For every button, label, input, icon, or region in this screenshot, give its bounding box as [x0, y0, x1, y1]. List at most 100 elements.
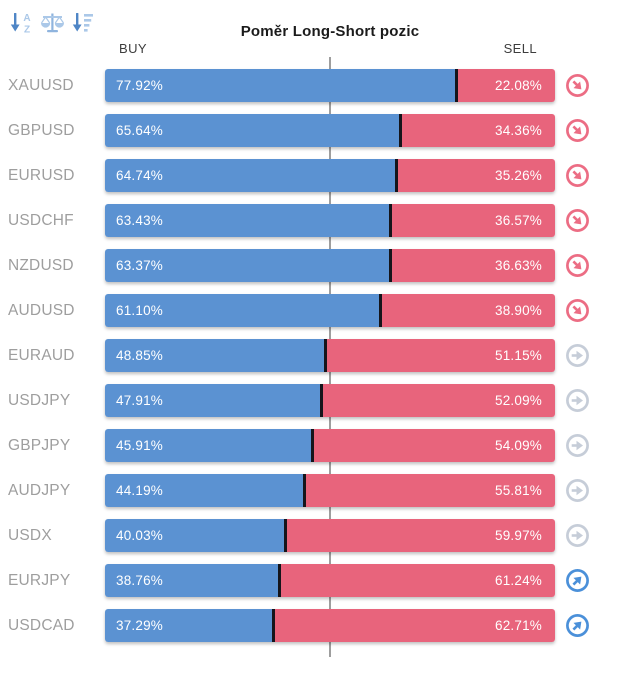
pair-label: EURJPY — [8, 572, 71, 589]
buy-percent-value: 40.03% — [116, 528, 163, 543]
sell-percent-value: 35.26% — [495, 168, 542, 183]
table-row: GBPUSD 65.64% 34.36% — [0, 114, 633, 159]
rows: XAUUSD 77.92% 22.08% GBPUSD 65.64% 34.36… — [0, 69, 633, 654]
buy-sell-divider — [302, 474, 306, 507]
trend-arrow-icon[interactable] — [565, 208, 590, 233]
buy-bar-segment: 48.85% — [105, 339, 325, 372]
buy-percent-value: 45.91% — [116, 438, 163, 453]
buy-bar-segment: 63.43% — [105, 204, 391, 237]
sell-bar-segment: 55.81% — [303, 474, 555, 507]
pair-label: USDCAD — [8, 617, 75, 634]
sell-bar-segment: 51.15% — [324, 339, 555, 372]
buy-sell-divider — [323, 339, 327, 372]
sell-bar-segment: 38.90% — [379, 294, 555, 327]
table-row: USDCHF 63.43% 36.57% — [0, 204, 633, 249]
sell-percent-value: 34.36% — [495, 123, 542, 138]
buy-bar-segment: 38.76% — [105, 564, 280, 597]
trend-arrow-icon[interactable] — [565, 478, 590, 503]
alpha-a: A — [23, 13, 30, 24]
trend-arrow-icon[interactable] — [565, 343, 590, 368]
buy-sell-divider — [284, 519, 288, 552]
sell-bar-segment: 59.97% — [285, 519, 555, 552]
table-row: EURJPY 38.76% 61.24% — [0, 564, 633, 609]
pair-label: GBPUSD — [8, 122, 75, 139]
sell-bar-segment: 22.08% — [455, 69, 555, 102]
buy-sell-divider — [278, 564, 282, 597]
ratio-bar: 47.91% 52.09% — [105, 384, 555, 417]
buy-sell-divider — [399, 114, 403, 147]
ratio-bar: 45.91% 54.09% — [105, 429, 555, 462]
buy-sell-divider — [395, 159, 399, 192]
toolbar: A Z — [8, 11, 97, 36]
sell-percent-value: 62.71% — [495, 618, 542, 633]
buy-percent-value: 64.74% — [116, 168, 163, 183]
buy-bar-segment: 47.91% — [105, 384, 321, 417]
table-row: AUDJPY 44.19% 55.81% — [0, 474, 633, 519]
trend-arrow-icon[interactable] — [565, 523, 590, 548]
buy-percent-value: 44.19% — [116, 483, 163, 498]
buy-percent-value: 63.43% — [116, 213, 163, 228]
buy-sell-divider — [310, 429, 314, 462]
sell-percent-value: 61.24% — [495, 573, 542, 588]
sell-bar-segment: 36.63% — [390, 249, 555, 282]
sell-bar-segment: 62.71% — [272, 609, 555, 642]
sort-arrow — [72, 13, 82, 32]
ratio-bar: 44.19% 55.81% — [105, 474, 555, 507]
pair-label: EURAUD — [8, 347, 75, 364]
pair-label: EURUSD — [8, 167, 75, 184]
buy-bar-segment: 65.64% — [105, 114, 401, 147]
pair-label: USDCHF — [8, 212, 74, 229]
trend-arrow-icon[interactable] — [565, 73, 590, 98]
table-row: NZDUSD 63.37% 36.63% — [0, 249, 633, 294]
trend-arrow-icon[interactable] — [565, 433, 590, 458]
alpha-z: Z — [24, 25, 30, 36]
sell-column-label: SELL — [503, 41, 537, 56]
sell-bar-segment: 54.09% — [311, 429, 555, 462]
table-row: XAUUSD 77.92% 22.08% — [0, 69, 633, 114]
table-row: USDCAD 37.29% 62.71% — [0, 609, 633, 654]
sell-bar-segment: 34.36% — [400, 114, 555, 147]
buy-sell-divider — [389, 249, 393, 282]
pair-label: XAUUSD — [8, 77, 74, 94]
pair-label: AUDJPY — [8, 482, 71, 499]
sell-bar-segment: 61.24% — [279, 564, 555, 597]
trend-arrow-icon[interactable] — [565, 118, 590, 143]
trend-arrow-icon[interactable] — [565, 388, 590, 413]
sell-percent-value: 22.08% — [495, 78, 542, 93]
buy-bar-segment: 44.19% — [105, 474, 304, 507]
sell-percent-value: 36.63% — [495, 258, 542, 273]
buy-percent-value: 63.37% — [116, 258, 163, 273]
buy-percent-value: 47.91% — [116, 393, 163, 408]
table-row: EURAUD 48.85% 51.15% — [0, 339, 633, 384]
buy-bar-segment: 77.92% — [105, 69, 456, 102]
ratio-bar: 40.03% 59.97% — [105, 519, 555, 552]
table-row: USDJPY 47.91% 52.09% — [0, 384, 633, 429]
trend-arrow-icon[interactable] — [565, 613, 590, 638]
buy-percent-value: 48.85% — [116, 348, 163, 363]
trend-arrow-icon[interactable] — [565, 253, 590, 278]
sell-bar-segment: 36.57% — [390, 204, 555, 237]
pair-label: GBPJPY — [8, 437, 71, 454]
table-row: USDX 40.03% 59.97% — [0, 519, 633, 564]
buy-bar-segment: 61.10% — [105, 294, 380, 327]
trend-arrow-icon[interactable] — [565, 298, 590, 323]
buy-bar-segment: 63.37% — [105, 249, 391, 282]
ratio-bar: 38.76% 61.24% — [105, 564, 555, 597]
balance-scale-icon[interactable] — [39, 11, 66, 36]
pair-label: NZDUSD — [8, 257, 74, 274]
sell-percent-value: 38.90% — [495, 303, 542, 318]
buy-sell-divider — [271, 609, 275, 642]
sort-amount-icon[interactable] — [70, 11, 97, 36]
buy-bar-segment: 45.91% — [105, 429, 312, 462]
sell-percent-value: 59.97% — [495, 528, 542, 543]
trend-arrow-icon[interactable] — [565, 163, 590, 188]
buy-percent-value: 65.64% — [116, 123, 163, 138]
sort-alphabetical-icon[interactable]: A Z — [8, 11, 35, 36]
buy-bar-segment: 64.74% — [105, 159, 397, 192]
pair-label: USDJPY — [8, 392, 71, 409]
trend-arrow-icon[interactable] — [565, 568, 590, 593]
buy-percent-value: 37.29% — [116, 618, 163, 633]
sell-bar-segment: 52.09% — [320, 384, 555, 417]
sell-percent-value: 51.15% — [495, 348, 542, 363]
